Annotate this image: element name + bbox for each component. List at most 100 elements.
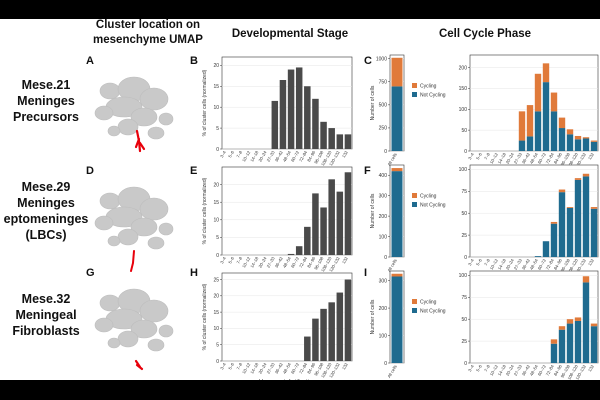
cycle-I-stacked-cycling-bar-11 xyxy=(558,326,566,330)
dev-H-x-axis-title: Hours post−fertilization xyxy=(259,379,315,380)
dev-H-y-tick-label: 20 xyxy=(213,294,219,300)
cycle-C-stacked-cycling-bar-11 xyxy=(558,117,566,129)
cycle-C-stacked-not-cycling-bar-7 xyxy=(526,136,534,151)
cycle-C-stacked-y-tick-label: 50 xyxy=(461,128,467,134)
dev-E-x-tick-label: 48–54 xyxy=(282,255,292,268)
cycle-F-stacked-x-tick-label: 27–33 xyxy=(513,257,523,270)
cycle-C-stacked-x-tick-label: 60–72 xyxy=(537,151,547,164)
cycle-F-stacked-cycling-bar-14 xyxy=(582,173,590,177)
cycle-F-stacked-not-cycling-bar-15 xyxy=(590,208,598,257)
panel-letter-b: B xyxy=(190,55,198,67)
dev-B-x-tick-label: 14–18 xyxy=(249,149,259,162)
cycle-F-stacked-x-tick-label: 96–108 xyxy=(560,257,572,272)
allcells-C-y-tick-label: 250 xyxy=(379,126,388,132)
cycle-C-stacked-y-tick-label: 150 xyxy=(459,86,468,92)
bar-B-14 xyxy=(336,134,344,149)
cycle-C-stacked-not-cycling-bar-6 xyxy=(518,140,526,151)
cycle-F-stacked-x-tick-label: 5–6 xyxy=(475,257,483,266)
cycle-C-stacked-cycling-bar-6 xyxy=(518,111,526,141)
cycle-F-stacked-cycling-bar-10 xyxy=(550,221,558,224)
allcells-I-y-tick-label: 0 xyxy=(384,361,387,367)
bar-B-13 xyxy=(328,128,335,149)
dev-H-x-tick-label: 60–72 xyxy=(290,361,300,374)
cycle-I-stacked-not-cycling-bar-15 xyxy=(590,326,598,363)
cycle-F-stacked-not-cycling-bar-14 xyxy=(582,176,590,257)
cycle-F-stacked-x-tick-label: 48–54 xyxy=(529,257,539,270)
header-cell-cycle-phase: Cell Cycle Phase xyxy=(438,28,532,40)
allcells-I-cycling-bar xyxy=(391,273,403,277)
dev-B-x-tick-label: 84–96 xyxy=(306,149,316,162)
allcells-I-y-tick-label: 200 xyxy=(379,306,388,312)
cycle-C-stacked-not-cycling-bar-15 xyxy=(590,141,598,151)
row-label-mese32: Mese.32 Meningeal Fibroblasts xyxy=(12,292,80,338)
cycle-C-stacked-x-tick-label: 7–8 xyxy=(483,151,491,160)
dev-B-x-tick-label: 132 xyxy=(341,149,349,158)
dev-E-x-tick-label: 36–42 xyxy=(274,255,284,268)
bar-B-7 xyxy=(279,80,287,149)
cycle-F-stacked-not-cycling-bar-10 xyxy=(550,223,558,257)
allcells-I-not-cycling-bar xyxy=(391,276,403,363)
panel-letter-e: E xyxy=(190,165,198,177)
dev-E-x-tick-label: 72–84 xyxy=(298,255,308,268)
cycle-I-stacked-x-tick-label: 72–84 xyxy=(545,363,555,376)
panel-letter-f: F xyxy=(364,165,371,177)
dev-B-x-tick-label: 20–24 xyxy=(257,149,267,162)
cycle-I-stacked-x-tick-label: 7–8 xyxy=(483,363,491,372)
bar-B-10 xyxy=(304,86,311,149)
cycle-F-stacked-cycling-bar-13 xyxy=(574,178,582,180)
dev-E-x-tick-label: 10–12 xyxy=(241,255,251,268)
cycle-I-stacked-x-tick-label: 20–24 xyxy=(505,363,515,376)
cycle-C-stacked-cycling-bar-9 xyxy=(542,63,550,83)
allcells-C-not-cycling-bar xyxy=(391,86,403,151)
allcells-F-y-tick-label: 100 xyxy=(379,234,388,240)
cycle-I-stacked-not-cycling-bar-11 xyxy=(558,329,566,363)
legend-I-cycling-label: Cycling xyxy=(420,300,437,306)
legend-C-cycling-swatch xyxy=(412,83,417,88)
panel-letter-d: D xyxy=(86,165,94,177)
allcells-F-y-tick-label: 0 xyxy=(384,255,387,261)
allcells-C-x-tick-label: All cells xyxy=(386,152,397,167)
allcells-F-y-tick-label: 300 xyxy=(379,193,388,199)
legend-I-not-cycling-label: Not Cycling xyxy=(420,309,446,315)
legend-F-cycling-label: Cycling xyxy=(420,194,437,200)
dev-H-x-tick-label: 5–6 xyxy=(227,361,235,370)
dev-H-y-tick-label: 0 xyxy=(216,359,219,365)
dev-B-x-tick-label: 7–8 xyxy=(235,149,243,158)
cycle-C-stacked-x-tick-label: 20–24 xyxy=(505,151,515,164)
dev-E-y-tick-label: 20 xyxy=(213,182,219,188)
bar-B-11 xyxy=(312,98,319,149)
cycle-C-stacked-not-cycling-bar-8 xyxy=(534,111,542,151)
dev-B-y-axis-title: % of cluster cells (normalized) xyxy=(202,69,208,136)
bar-B-9 xyxy=(295,67,303,149)
dev-E-y-tick-label: 5 xyxy=(216,235,219,241)
dev-H-x-tick-label: 10–12 xyxy=(241,361,251,374)
cycle-F-stacked-not-cycling-bar-9 xyxy=(542,241,550,257)
cycle-C-stacked-cycling-bar-10 xyxy=(550,92,558,112)
dev-E-x-tick-label: 60–72 xyxy=(290,255,300,268)
header-umap: Cluster location on mesenchyme UMAP xyxy=(93,19,203,46)
cycle-C-stacked-x-tick-label: 84–96 xyxy=(553,151,563,164)
allcells-C-y-axis-title: Number of cells xyxy=(370,85,376,120)
cycle-C-stacked-x-tick-label: 96–108 xyxy=(560,151,572,166)
dev-B-x-tick-label: 72–84 xyxy=(298,149,308,162)
allcells-F-y-axis-title: Number of cells xyxy=(370,193,376,228)
dev-H-x-tick-label: 3–4 xyxy=(219,361,227,370)
cycle-C-stacked-x-tick-label: 10–12 xyxy=(489,151,499,164)
cycle-I-stacked-not-cycling-bar-14 xyxy=(582,282,590,363)
dev-B-y-tick-label: 0 xyxy=(216,147,219,153)
legend-F-not-cycling-label: Not Cycling xyxy=(420,203,446,209)
cycle-I-stacked-x-tick-label: 84–96 xyxy=(553,363,563,376)
row-label-mese21: Mese.21 Meninges Precursors xyxy=(12,78,79,124)
cycle-F-stacked-y-tick-label: 100 xyxy=(459,167,468,173)
bar-E-11 xyxy=(312,193,319,255)
header-developmental-stage: Developmental Stage xyxy=(231,28,349,40)
umap-plot-mese32 xyxy=(94,288,174,371)
cycle-F-stacked-cycling-bar-15 xyxy=(590,207,598,209)
allcells-I-y-axis-title: Number of cells xyxy=(370,299,376,334)
cycle-I-stacked-cycling-bar-15 xyxy=(590,323,598,327)
bar-B-15 xyxy=(344,134,352,149)
cycle-C-stacked-cycling-bar-13 xyxy=(574,135,582,140)
dev-B-x-tick-label: 27–33 xyxy=(266,149,276,162)
dev-H-x-tick-label: 72–84 xyxy=(298,361,308,374)
cycle-I-stacked-x-tick-label: 5–6 xyxy=(475,363,483,372)
